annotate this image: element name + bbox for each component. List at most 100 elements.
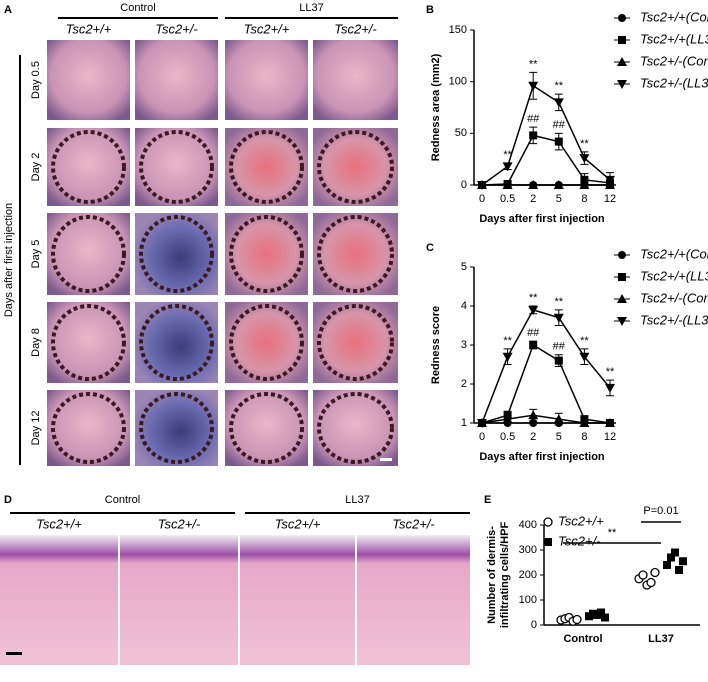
significance-label: ** [580, 138, 589, 150]
genotype-label: Tsc2+/+ [244, 21, 290, 36]
y-tick-label: 5 [461, 261, 467, 273]
ink-ring [229, 215, 304, 293]
series-line [481, 414, 610, 424]
marker [502, 352, 513, 362]
marker [554, 137, 563, 146]
skin-photo [135, 128, 218, 206]
legend-label: Tsc2+/+(Control) [640, 246, 708, 261]
skin-photo [225, 213, 308, 295]
marker [638, 570, 648, 580]
x-tick-label: 0 [479, 431, 485, 443]
x-tick-label: 2 [530, 193, 536, 205]
skin-photo [47, 213, 130, 295]
x-tick-label: 0.5 [500, 193, 515, 205]
genotype-label: Tsc2+/+ [66, 21, 112, 36]
marker [477, 181, 487, 190]
y-tick-label: 300 [519, 544, 537, 556]
marker [601, 613, 609, 622]
ink-ring [317, 130, 394, 204]
skin-photo [47, 302, 130, 383]
panel-letter: A [4, 4, 12, 16]
skin-photo [135, 213, 218, 295]
histology-photo [0, 535, 118, 665]
histology-photo [357, 535, 470, 665]
marker [572, 614, 582, 625]
marker [579, 180, 590, 189]
ink-ring [229, 130, 304, 204]
y-tick-label: 100 [519, 594, 537, 606]
skin-photo [47, 40, 130, 120]
group-label: LL37 [299, 2, 323, 14]
group-label: Control [105, 494, 140, 506]
legend-label: Tsc2+/+(LL37) [640, 268, 708, 283]
ink-ring [51, 130, 126, 204]
marker [579, 418, 590, 427]
significance-label: ** [555, 80, 564, 92]
marker [502, 162, 513, 172]
panel-a: Control LL37 Tsc2+/+ Tsc2+/- Tsc2+/+ Tsc2+/- D… [3, 2, 398, 466]
marker [580, 175, 589, 184]
skin-photo [135, 302, 218, 383]
legend-label: Tsc2+/+ [558, 513, 604, 528]
skin-photo [225, 40, 308, 120]
marker [646, 577, 656, 588]
day-label: Day 8 [30, 328, 42, 357]
significance-label: ## [527, 113, 540, 125]
y-axis-title: Redness score [430, 306, 442, 384]
marker [502, 180, 513, 189]
significance-label: ** [529, 292, 538, 304]
x-tick-label: 5 [556, 431, 562, 443]
ink-ring [139, 130, 214, 204]
ink-ring [317, 215, 394, 293]
series-line [481, 84, 611, 186]
marker [605, 418, 615, 427]
x-tick-label: 12 [604, 193, 616, 205]
genotype-label: Tsc2+/- [158, 516, 201, 531]
marker [597, 608, 605, 617]
significance-label: ** [608, 527, 617, 539]
legend-label: Tsc2+/-(Control) [640, 290, 708, 305]
group-label: Control [120, 2, 155, 14]
legend-label: Tsc2+/-(LL37) [640, 312, 708, 327]
day-label: Day 12 [30, 411, 42, 446]
y-axis-title: Number of dermis- [486, 526, 498, 624]
marker [529, 131, 538, 140]
legend-label: Tsc2+/+(LL37) [640, 31, 708, 46]
series-line [481, 134, 611, 186]
ink-ring [317, 392, 394, 464]
day-label: Day 5 [30, 240, 42, 269]
skin-photo [47, 128, 130, 206]
group-label: LL37 [345, 494, 369, 506]
x-tick-label: 5 [556, 193, 562, 205]
y-tick-label: 100 [449, 76, 467, 88]
x-tick-label: 8 [581, 431, 587, 443]
panel-letter: E [484, 494, 491, 506]
legend-label: Tsc2+/-(Control) [640, 53, 708, 68]
marker [529, 341, 538, 349]
y-tick-label: 1 [461, 417, 467, 429]
marker [671, 548, 679, 557]
x-axis-title: Days after first injection [479, 451, 605, 463]
legend-marker [543, 517, 553, 527]
ink-ring [139, 304, 214, 381]
skin-photo [313, 40, 398, 120]
marker [579, 154, 590, 164]
marker [650, 567, 660, 578]
ink-ring [139, 215, 214, 293]
series-line [481, 343, 611, 424]
significance-label: ## [553, 341, 566, 353]
significance-label: P=0.01 [643, 505, 678, 517]
skin-photo [313, 128, 398, 206]
marker [553, 313, 564, 323]
ink-ring [51, 392, 126, 464]
marker [528, 305, 539, 315]
marker [553, 180, 564, 189]
skin-photo [225, 390, 308, 466]
x-tick-label: Control [563, 633, 602, 645]
side-label: Days after first injection [3, 203, 15, 317]
marker [679, 557, 687, 566]
skin-photo [313, 213, 398, 295]
panel-d: Control LL37 Tsc2+/+ Tsc2+/- Tsc2+/+ Tsc2+/- [0, 494, 470, 665]
